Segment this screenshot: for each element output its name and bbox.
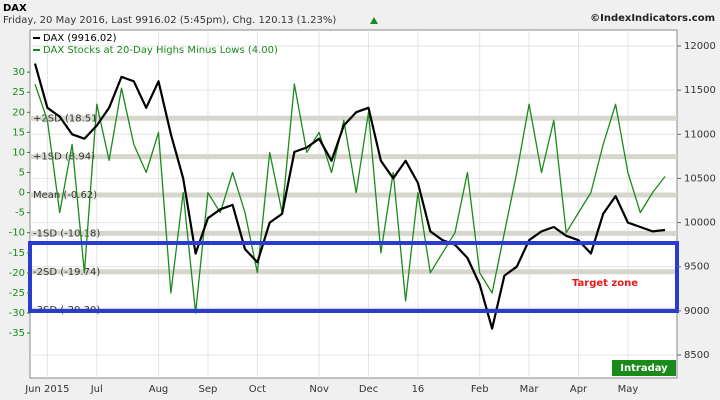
- y-tick-label: 25: [12, 87, 25, 98]
- x-tick-label: Apr: [570, 384, 588, 395]
- y-tick-label: 5: [19, 167, 25, 178]
- x-tick-label: Aug: [149, 384, 169, 395]
- legend-label: DAX Stocks at 20-Day Highs Minus Lows (4…: [43, 45, 278, 56]
- x-tick-label: Jun 2015: [24, 384, 69, 395]
- legend-label: DAX (9916.02): [43, 33, 117, 44]
- badge: Intraday: [620, 363, 668, 374]
- y-tick-label: -5: [15, 208, 25, 219]
- band-label: +2SD (18.51): [33, 113, 101, 124]
- badge-bg: [612, 360, 676, 376]
- y-tick-label: -25: [9, 288, 25, 299]
- y2-tick-label: 9000: [684, 306, 709, 317]
- y-tick-label: 15: [12, 127, 25, 138]
- x-tick-label: Nov: [309, 384, 329, 395]
- change-arrow: [370, 17, 378, 24]
- y-tick-label: 0: [19, 188, 25, 199]
- y-tick-label: -35: [9, 328, 25, 339]
- y2-tick-label: 10500: [684, 173, 716, 184]
- band-label: +1SD (8.94): [33, 152, 95, 163]
- x-tick-label: Feb: [471, 384, 489, 395]
- bands: +2SD (18.51) +1SD (8.94) Mean (-0.62) -1SD …: [30, 113, 677, 316]
- y-tick-label: 10: [12, 147, 25, 158]
- y2-tick-label: 10000: [684, 218, 716, 229]
- y-tick-label: 20: [12, 107, 25, 118]
- y-tick-label: 30: [12, 67, 25, 78]
- band-label: -1SD (-10.18): [33, 228, 100, 239]
- x-tick-label: May: [618, 384, 639, 395]
- x-tick-label: Dec: [359, 384, 378, 395]
- x-tick-label: Oct: [249, 384, 266, 395]
- series-line: [33, 63, 666, 330]
- target-zone-box: [28, 241, 679, 313]
- y-tick-label: -30: [9, 308, 25, 319]
- annotation: Target zone: [572, 278, 638, 289]
- chart-title: DAX: [3, 3, 27, 14]
- lines: [33, 63, 666, 330]
- source: ©IndexIndicators.com: [590, 13, 715, 24]
- y2-tick-label: 9500: [684, 262, 709, 273]
- y-tick-label: -15: [9, 248, 25, 259]
- band-label: -2SD (-19.74): [33, 267, 100, 278]
- y2-tick-label: 8500: [684, 350, 709, 361]
- plot-area: [29, 29, 678, 379]
- x-tick-label: Mar: [520, 384, 540, 395]
- y-tick-label: -20: [9, 268, 25, 279]
- chart-subtitle: Friday, 20 May 2016, Last 9916.02 (5:45p…: [3, 15, 336, 26]
- x-tick-label: Jul: [90, 384, 103, 395]
- legend: DAX (9916.02)DAX Stocks at 20-Day Highs …: [33, 33, 278, 56]
- y2-tick-label: 11500: [684, 85, 716, 96]
- x-tick-label: Sep: [199, 384, 218, 395]
- series-line: [34, 83, 666, 314]
- y-tick-label: -10: [9, 228, 25, 239]
- x-tick-label: 16: [412, 384, 425, 395]
- band-label: Mean (-0.62): [33, 190, 97, 201]
- y2-tick-label: 11000: [684, 129, 716, 140]
- y2-tick-label: 12000: [684, 41, 716, 52]
